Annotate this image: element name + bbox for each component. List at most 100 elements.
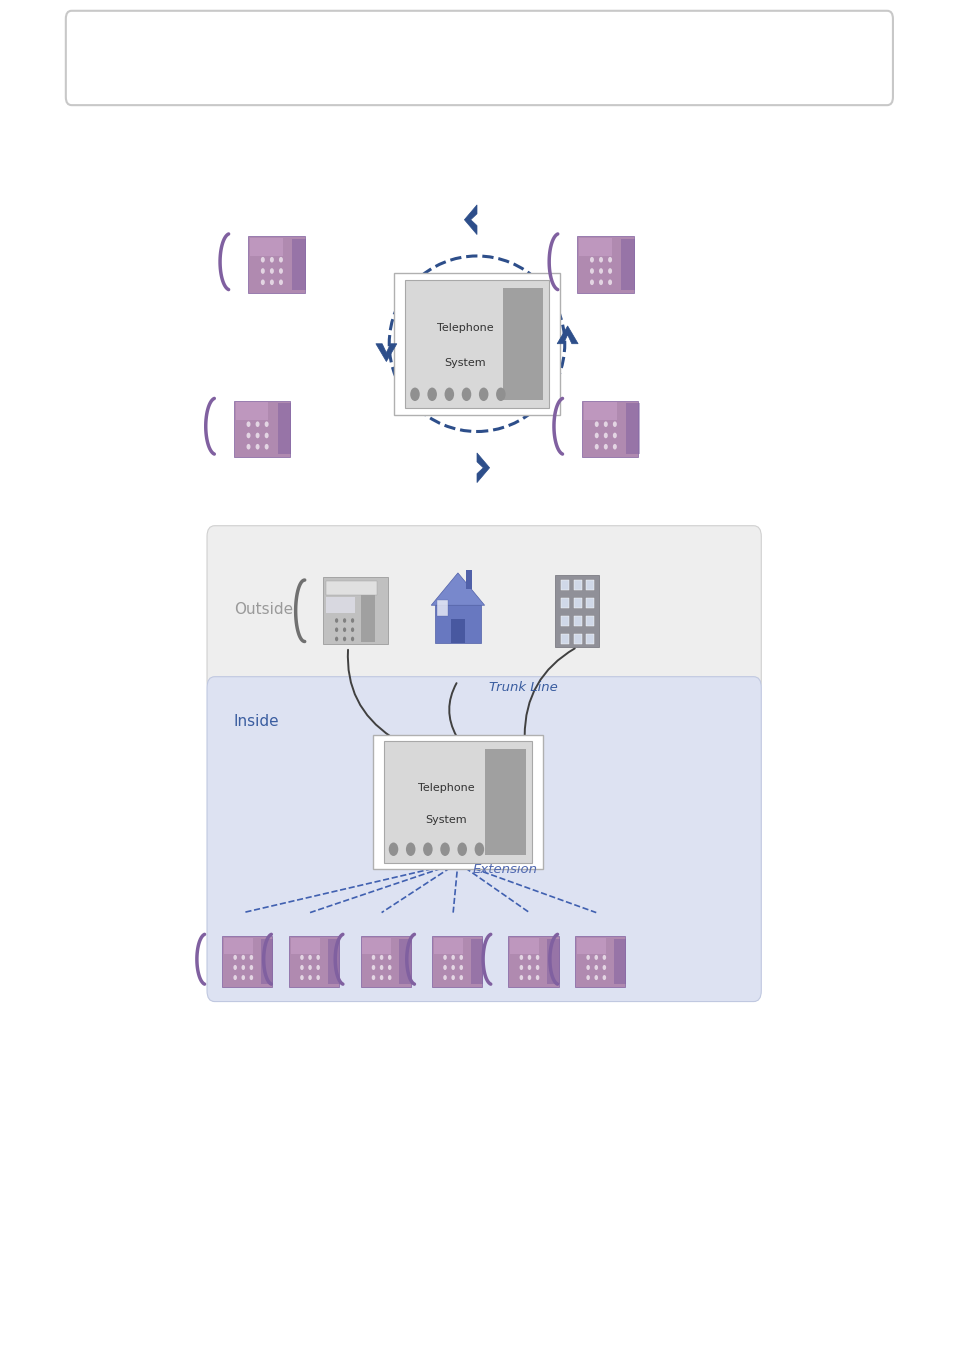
Bar [560,634,568,644]
Polygon shape [464,205,476,235]
Bar [360,596,375,642]
Circle shape [260,268,265,274]
Circle shape [278,279,283,284]
Circle shape [342,619,346,623]
Bar [326,581,376,596]
Bar [577,236,633,293]
Circle shape [241,965,245,971]
Circle shape [607,268,612,274]
Bar [581,400,638,457]
Circle shape [388,975,391,980]
Circle shape [536,975,538,980]
Bar [585,599,594,608]
Circle shape [602,965,605,971]
Circle shape [233,965,236,971]
Bar [222,937,273,987]
Circle shape [241,954,245,960]
Circle shape [607,279,612,284]
Bar [585,580,594,590]
Bar [573,616,581,625]
Circle shape [233,954,236,960]
Bar [508,937,558,987]
Text: System: System [425,816,466,825]
FancyBboxPatch shape [372,735,542,869]
Circle shape [335,636,338,642]
Polygon shape [375,344,396,361]
Circle shape [372,975,375,980]
Circle shape [443,975,446,980]
Bar [625,403,639,454]
Circle shape [308,954,312,960]
Polygon shape [557,326,578,344]
Bar [362,938,391,954]
Circle shape [586,975,589,980]
Bar [560,580,568,590]
Circle shape [233,975,236,980]
Bar [436,600,448,616]
Circle shape [308,965,312,971]
Circle shape [527,975,531,980]
Bar [261,938,274,984]
Circle shape [372,954,375,960]
Bar [578,237,611,256]
Bar [277,403,291,454]
Circle shape [427,388,436,402]
Bar [573,599,581,608]
Bar [575,937,625,987]
Text: Trunk Line: Trunk Line [489,681,558,694]
Circle shape [264,443,269,449]
Circle shape [300,975,303,980]
Circle shape [255,443,259,449]
Circle shape [459,954,462,960]
Circle shape [264,422,269,427]
Circle shape [519,965,522,971]
Bar [573,634,581,644]
Polygon shape [431,573,484,605]
Circle shape [443,954,446,960]
Bar [434,938,462,954]
Bar [585,616,594,625]
Circle shape [410,388,419,402]
Text: System: System [444,359,486,368]
Circle shape [351,619,354,623]
Bar [555,574,598,647]
Bar [560,616,568,625]
Circle shape [372,965,375,971]
FancyBboxPatch shape [66,11,892,105]
Circle shape [451,975,455,980]
Circle shape [527,965,531,971]
Circle shape [406,842,415,856]
Circle shape [379,975,383,980]
Circle shape [250,975,253,980]
Circle shape [536,965,538,971]
Circle shape [379,954,383,960]
Bar [224,938,253,954]
Circle shape [389,842,397,856]
Circle shape [270,257,274,263]
Circle shape [612,422,617,427]
Circle shape [241,975,245,980]
Circle shape [598,268,602,274]
Circle shape [459,965,462,971]
Bar [547,938,559,984]
Circle shape [451,965,455,971]
Text: Inside: Inside [233,713,279,729]
Text: Telephone: Telephone [417,782,474,793]
Bar [614,938,626,984]
Circle shape [594,975,598,980]
Circle shape [602,954,605,960]
Circle shape [607,257,612,263]
Circle shape [612,443,617,449]
Bar [235,402,268,421]
Circle shape [316,954,319,960]
Circle shape [250,965,253,971]
Bar [322,577,388,644]
Bar [510,938,538,954]
Bar [471,938,483,984]
Circle shape [300,954,303,960]
Text: Extension: Extension [472,863,537,876]
Bar [560,599,568,608]
Circle shape [594,422,598,427]
Circle shape [598,279,602,284]
Circle shape [586,954,589,960]
